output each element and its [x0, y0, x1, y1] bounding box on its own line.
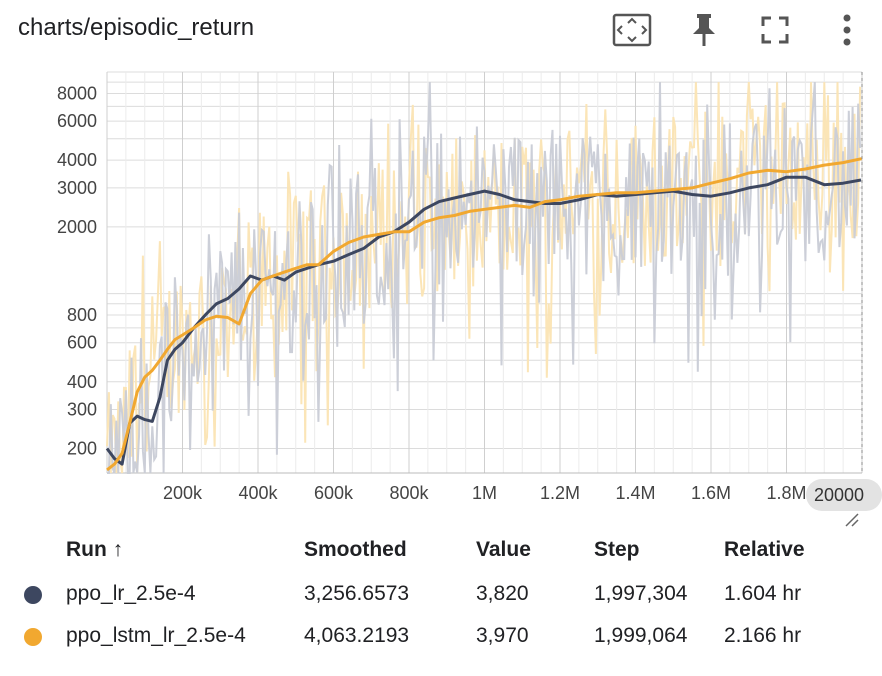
table-row[interactable]: ppo_lstm_lr_2.5e-4 4,063.2193 3,970 1,99…	[0, 616, 882, 658]
fullscreen-button[interactable]	[755, 10, 795, 50]
table-row[interactable]: ppo_lr_2.5e-4 3,256.6573 3,820 1,997,304…	[0, 574, 882, 616]
more-options-button[interactable]	[827, 10, 867, 50]
y-tick-label: 200	[67, 438, 97, 458]
x-tick-label: 1.2M	[540, 483, 580, 503]
run-name: ppo_lr_2.5e-4	[66, 582, 196, 605]
value: 3,820	[476, 582, 529, 605]
column-header-smoothed[interactable]: Smoothed	[304, 538, 407, 561]
more-vert-icon	[843, 14, 851, 46]
x-tick-label: 400k	[238, 483, 278, 503]
x-hover-label: 20000	[814, 485, 864, 505]
value: 3,970	[476, 624, 529, 647]
run-color-swatch	[24, 586, 42, 604]
y-tick-label: 600	[67, 333, 97, 353]
column-header-step[interactable]: Step	[594, 538, 640, 561]
pin-button[interactable]	[684, 10, 724, 50]
x-tick-label: 1.4M	[615, 483, 655, 503]
axis-ticks: 200 300 400 600 800 2000 3000 4000 6000 8000 200k 4…	[57, 83, 882, 527]
fit-domain-icon	[612, 13, 652, 47]
x-tick-label: 1.6M	[691, 483, 731, 503]
x-tick-label: 600k	[314, 483, 354, 503]
resize-handle-icon	[845, 513, 859, 527]
run-name: ppo_lstm_lr_2.5e-4	[66, 624, 246, 647]
x-tick-label: 800k	[389, 483, 429, 503]
column-header-value[interactable]: Value	[476, 538, 531, 561]
y-tick-label: 2000	[57, 217, 97, 237]
y-tick-label: 800	[67, 305, 97, 325]
raw-series-line	[107, 82, 862, 474]
chart-title: charts/episodic_return	[18, 14, 255, 41]
line-chart[interactable]: 200 300 400 600 800 2000 3000 4000 6000 8000 200k 4…	[0, 60, 882, 528]
y-tick-label: 400	[67, 372, 97, 392]
relative-time: 1.604 hr	[724, 582, 802, 605]
x-tick-label: 200k	[163, 483, 203, 503]
y-tick-label: 8000	[57, 83, 97, 103]
resize-handle-icon	[851, 519, 859, 527]
step: 1,999,064	[594, 624, 688, 647]
x-hover-chip	[806, 479, 882, 511]
pin-icon	[693, 14, 715, 46]
smoothed-value: 3,256.6573	[304, 582, 410, 605]
column-header-run[interactable]: Run ↑	[66, 538, 124, 561]
run-color-swatch	[24, 628, 42, 646]
y-tick-label: 3000	[57, 178, 97, 198]
smoothed-value: 4,063.2193	[304, 624, 410, 647]
y-tick-label: 4000	[57, 150, 97, 170]
series-line-ppo_lstm_lr_2.5e-4	[106, 157, 862, 472]
y-tick-label: 6000	[57, 111, 97, 131]
smoothed-series-layer	[105, 157, 862, 472]
step: 1,997,304	[594, 582, 688, 605]
relative-time: 2.166 hr	[724, 624, 802, 647]
fit-domain-button[interactable]	[612, 10, 652, 50]
y-tick-label: 300	[67, 399, 97, 419]
x-tick-label: 1.8M	[766, 483, 806, 503]
fullscreen-icon	[761, 16, 789, 44]
column-header-relative[interactable]: Relative	[724, 538, 805, 561]
x-tick-label: 1M	[472, 483, 497, 503]
